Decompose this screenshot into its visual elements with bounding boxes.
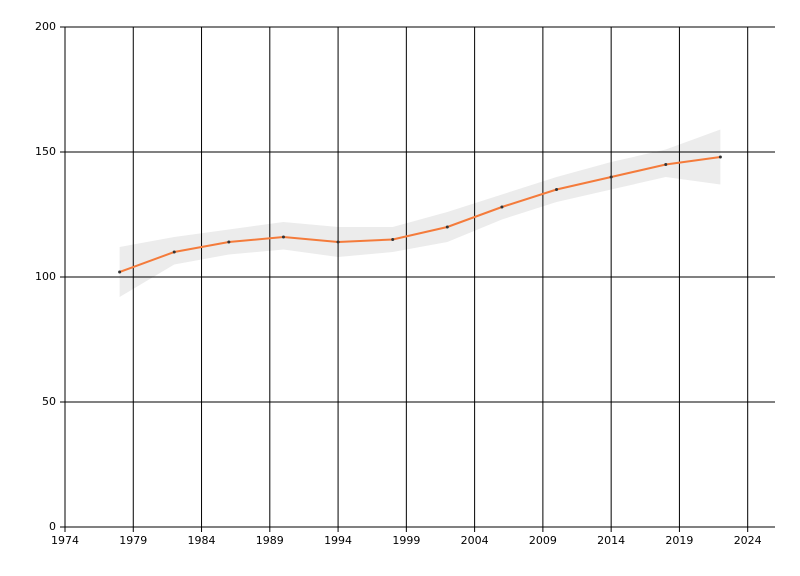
point	[555, 188, 559, 191]
point	[227, 240, 231, 244]
x-tick-label: 2004	[461, 534, 489, 547]
point	[445, 225, 449, 229]
x-tick-label: 2009	[529, 534, 557, 547]
confidence-band	[119, 129, 721, 297]
point	[609, 175, 613, 179]
point	[172, 250, 176, 254]
y-tick-label: 0	[49, 520, 56, 533]
line	[119, 156, 721, 273]
x-tick-label: 1994	[324, 534, 352, 547]
x-tick-label: 1999	[392, 534, 420, 547]
point	[664, 163, 668, 166]
y-tick-label: 200	[35, 20, 56, 33]
point	[718, 155, 722, 159]
x-tick-label: 2024	[734, 534, 762, 547]
x-tick-label: 2019	[665, 534, 693, 547]
point	[500, 205, 504, 209]
x-tick-label: 1984	[188, 534, 216, 547]
point	[118, 270, 122, 274]
point	[336, 240, 340, 244]
x-tick-label: 1974	[51, 534, 79, 547]
y-tick-label: 150	[35, 145, 56, 158]
point	[391, 238, 395, 241]
x-tick-label: 1989	[256, 534, 284, 547]
x-tick-label: 2014	[597, 534, 625, 547]
y-tick-label: 100	[35, 270, 56, 283]
x-tick-label: 1979	[119, 534, 147, 547]
y-tick-label: 50	[42, 395, 56, 408]
point	[281, 235, 285, 239]
